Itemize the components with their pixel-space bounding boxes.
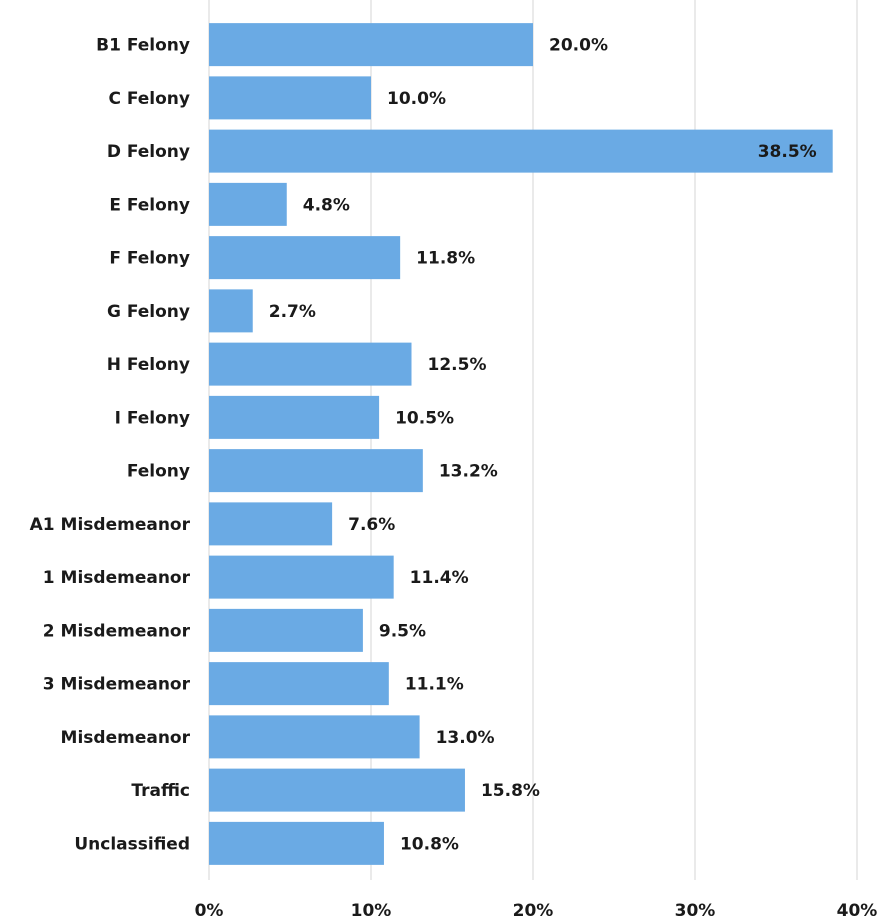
x-tick-label: 20% <box>513 901 554 921</box>
value-label: 11.4% <box>410 568 469 588</box>
bar <box>209 129 833 173</box>
y-tick-label: 2 Misdemeanor <box>43 621 191 641</box>
value-label: 13.0% <box>436 728 495 748</box>
y-tick-label: D Felony <box>107 142 190 162</box>
bar <box>209 76 371 120</box>
y-tick-label: 1 Misdemeanor <box>43 568 191 588</box>
value-label: 4.8% <box>303 195 350 215</box>
value-label: 10.8% <box>400 834 459 854</box>
bar <box>209 236 401 280</box>
value-label: 12.5% <box>428 355 487 375</box>
value-label: 7.6% <box>348 515 395 535</box>
bar <box>209 182 287 226</box>
value-label: 11.8% <box>416 249 475 269</box>
bar <box>209 555 394 599</box>
value-label: 38.5% <box>758 142 817 162</box>
value-label: 11.1% <box>405 675 464 695</box>
y-tick-label: 3 Misdemeanor <box>43 675 191 695</box>
y-tick-label: Misdemeanor <box>61 728 191 748</box>
y-tick-label: Traffic <box>131 781 190 801</box>
bar <box>209 289 253 333</box>
bar <box>209 342 412 386</box>
bar <box>209 715 420 759</box>
y-tick-label: A1 Misdemeanor <box>30 515 191 535</box>
y-tick-label: Felony <box>127 462 190 482</box>
value-label: 10.5% <box>395 408 454 428</box>
bar <box>209 768 465 812</box>
value-label: 10.0% <box>387 89 446 109</box>
y-tick-label: B1 Felony <box>96 36 190 56</box>
bar <box>209 662 389 706</box>
y-tick-label: I Felony <box>115 408 190 428</box>
value-label: 9.5% <box>379 621 426 641</box>
y-tick-label: Unclassified <box>74 834 190 854</box>
x-tick-label: 10% <box>351 901 392 921</box>
y-tick-label: F Felony <box>109 249 190 269</box>
value-label: 13.2% <box>439 462 498 482</box>
x-tick-label: 40% <box>837 901 878 921</box>
bar <box>209 395 380 439</box>
bar <box>209 608 363 652</box>
value-label: 20.0% <box>549 36 608 56</box>
y-tick-label: G Felony <box>107 302 190 322</box>
bar <box>209 821 384 865</box>
bar <box>209 449 423 493</box>
value-label: 2.7% <box>269 302 316 322</box>
bar <box>209 23 533 67</box>
y-tick-label: C Felony <box>108 89 190 109</box>
x-tick-label: 0% <box>195 901 224 921</box>
y-tick-label: E Felony <box>109 195 190 215</box>
bar <box>209 502 333 546</box>
value-label: 15.8% <box>481 781 540 801</box>
x-tick-label: 30% <box>675 901 716 921</box>
y-tick-label: H Felony <box>107 355 190 375</box>
